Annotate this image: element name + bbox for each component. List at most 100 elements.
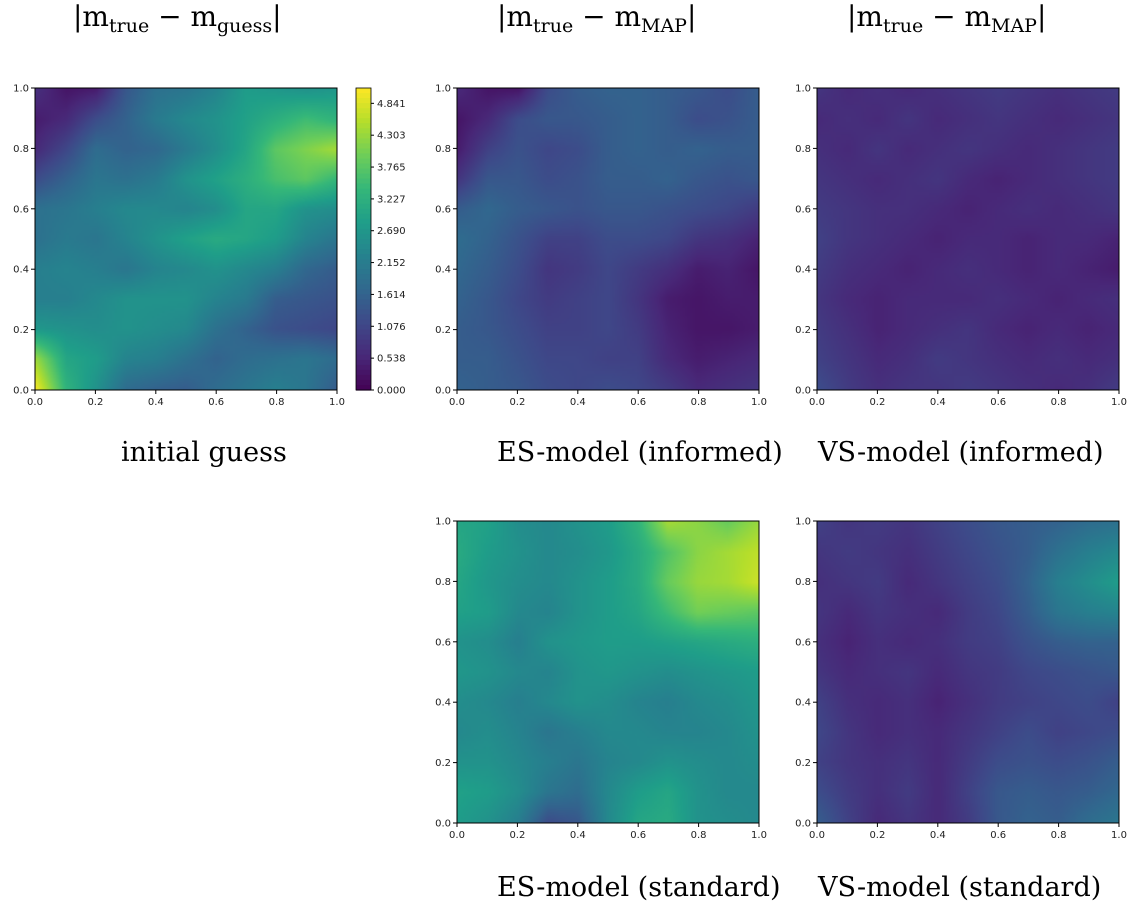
- colorbar-segment: [356, 344, 371, 351]
- colorbar-segment: [356, 168, 371, 175]
- x-tick-label: 1.0: [751, 397, 767, 408]
- heatmap-vs-standard: 0.0 0.2 0.4 0.6 0.8 1.0 0.0 0.2 0.4 0.6 0.8 1.0: [782, 513, 1127, 845]
- header-initial: |mtrue − mguess|: [73, 0, 282, 37]
- colorbar-segment: [356, 103, 371, 109]
- x-tick-label: 0.2: [509, 397, 525, 408]
- colorbar-segment: [356, 203, 371, 210]
- colorbar-tick-label: 3.765: [377, 163, 406, 174]
- y-tick-label: 0.4: [795, 698, 811, 709]
- y-tick-label: 1.0: [435, 84, 451, 95]
- x-tick-label: 0.0: [809, 830, 825, 841]
- colorbar-segment: [356, 133, 371, 139]
- colorbar-segment: [356, 108, 371, 114]
- y-tick-label: 0.0: [435, 819, 451, 830]
- colorbar-segment: [356, 218, 371, 225]
- y-tick-label: 0.4: [795, 265, 811, 276]
- colorbar-segment: [356, 319, 371, 326]
- plot-frame: [456, 520, 760, 824]
- colorbar-tick-label: 3.227: [377, 194, 406, 205]
- colorbar-segment: [356, 384, 371, 391]
- y-tick-label: 0.4: [13, 265, 29, 276]
- colorbar-tick-label: 4.303: [377, 131, 406, 142]
- y-tick-label: 0.4: [435, 698, 451, 709]
- colorbar-segment: [356, 153, 371, 160]
- colorbar-segment: [356, 128, 371, 134]
- colorbar-segment: [356, 259, 371, 265]
- x-tick-label: 1.0: [1111, 397, 1127, 408]
- heatmap-raster: [457, 88, 759, 390]
- x-tick-label: 0.6: [630, 830, 646, 841]
- colorbar-tick-label: 1.076: [377, 322, 406, 333]
- colorbar-segment: [356, 254, 371, 260]
- y-tick-label: 0.0: [13, 386, 29, 397]
- y-tick-label: 0.6: [435, 637, 451, 648]
- colorbar-segment: [356, 359, 371, 366]
- x-tick-label: 0.8: [691, 830, 707, 841]
- colorbar-segment: [356, 309, 371, 316]
- colorbar-segment: [356, 113, 371, 119]
- x-tick-label: 1.0: [1111, 830, 1127, 841]
- y-tick-label: 0.8: [435, 144, 451, 155]
- colorbar-segment: [356, 173, 371, 180]
- x-tick-label: 0.0: [27, 397, 43, 408]
- colorbar-segment: [356, 284, 371, 290]
- colorbar-frame: [355, 87, 372, 391]
- x-tick-label: 0.8: [691, 397, 707, 408]
- x-tick-label: 1.0: [329, 397, 345, 408]
- y-tick-label: 0.6: [795, 637, 811, 648]
- x-tick-label: 1.0: [751, 830, 767, 841]
- plot-frame: [816, 520, 1120, 824]
- header-es: |mtrue − mMAP|: [497, 0, 697, 37]
- colorbar-segment: [356, 294, 371, 300]
- x-tick-label: 0.6: [990, 830, 1006, 841]
- caption-es-standard: ES-model (standard): [497, 872, 781, 903]
- colorbar-segment: [356, 289, 371, 295]
- colorbar-segment: [356, 208, 371, 215]
- colorbar-segment: [356, 98, 371, 104]
- colorbar-segment: [356, 198, 371, 205]
- x-tick-label: 0.0: [449, 830, 465, 841]
- heatmap-vs-informed: 0.0 0.2 0.4 0.6 0.8 1.0 0.0 0.2 0.4 0.6 0.8 1.0: [782, 80, 1127, 412]
- y-tick-label: 0.6: [435, 204, 451, 215]
- y-tick-label: 1.0: [13, 84, 29, 95]
- colorbar-segment: [356, 93, 371, 99]
- x-tick-label: 0.2: [869, 830, 885, 841]
- y-tick-label: 0.2: [13, 325, 29, 336]
- colorbar-tick-label: 1.614: [377, 290, 406, 301]
- colorbar-segment: [356, 213, 371, 220]
- colorbar-tick-label: 2.690: [377, 226, 406, 237]
- colorbar-segment: [356, 329, 371, 336]
- y-tick-label: 0.0: [435, 386, 451, 397]
- colorbar-segment: [356, 364, 371, 371]
- colorbar-segment: [356, 249, 371, 255]
- colorbar-segment: [356, 233, 371, 240]
- colorbar-segment: [356, 239, 371, 245]
- caption-initial-guess: initial guess: [121, 437, 287, 468]
- heatmap-es-standard: 0.0 0.2 0.4 0.6 0.8 1.0 0.0 0.2 0.4 0.6 0.8 1.0: [422, 513, 767, 845]
- heatmap-raster: [457, 521, 759, 823]
- colorbar-segment: [356, 299, 371, 306]
- colorbar-segment: [356, 183, 371, 190]
- colorbar-segment: [356, 163, 371, 170]
- x-tick-label: 0.6: [208, 397, 224, 408]
- colorbar-segment: [356, 334, 371, 341]
- x-tick-label: 0.2: [87, 397, 103, 408]
- colorbar-segment: [356, 269, 371, 275]
- colorbar-segment: [356, 304, 371, 311]
- x-tick-label: 0.6: [630, 397, 646, 408]
- header-vs: |mtrue − mMAP|: [847, 0, 1047, 37]
- x-tick-label: 0.8: [269, 397, 285, 408]
- colorbar-segment: [356, 354, 371, 361]
- colorbar-segment: [356, 369, 371, 376]
- heatmap-raster: [817, 88, 1119, 390]
- colorbar-segment: [356, 374, 371, 381]
- colorbar-segment: [356, 314, 371, 321]
- colorbar-segment: [356, 138, 371, 144]
- colorbar-segment: [356, 279, 371, 285]
- y-tick-label: 0.8: [13, 144, 29, 155]
- colorbar-segment: [356, 244, 371, 250]
- x-tick-label: 0.4: [930, 397, 946, 408]
- colorbar-segment: [356, 118, 371, 124]
- colorbar-segment: [356, 178, 371, 185]
- heatmap-es-informed: 0.0 0.2 0.4 0.6 0.8 1.0 0.0 0.2 0.4 0.6 0.8 1.0: [422, 80, 767, 412]
